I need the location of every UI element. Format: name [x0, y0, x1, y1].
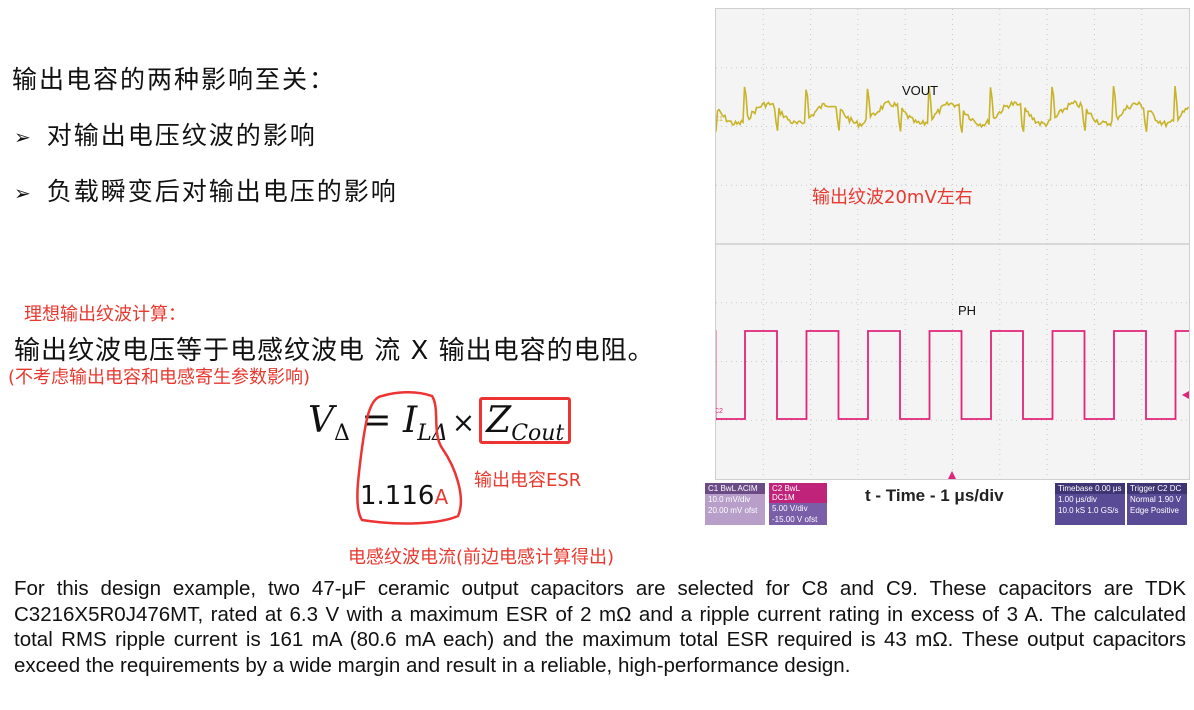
timebase-badge: Timebase 0.00 μs 1.00 μs/div 10.0 kS 1.0…: [1055, 483, 1125, 525]
esr-label: 输出电容ESR: [474, 470, 582, 491]
ph-trace: [682, 330, 1194, 420]
scope-status-bar: C1 BwL ACIM 10.0 mV/div 20.00 mV ofst C2…: [705, 483, 1190, 525]
ripple-statement: 输出纹波电压等于电感纹波电 流 X 输出电容的电阻。: [14, 336, 655, 366]
inductor-current-term: ILΔ: [402, 400, 448, 447]
current-label: 电感纹波电流(前边电感计算得出): [348, 547, 615, 568]
time-division-label: t - Time - 1 μs/div: [865, 486, 1004, 505]
hand-drawn-outline: [356, 391, 463, 525]
arrow-bullet-icon: ➢: [14, 181, 33, 205]
trigger-badge: Trigger C2 DC Normal 1.90 V Edge Positiv…: [1127, 483, 1187, 525]
vout-label: VOUT: [902, 83, 939, 98]
svg-text:C2: C2: [716, 408, 723, 415]
inductor-current-value: 1.116A: [360, 481, 449, 511]
calc-label: 理想输出纹波计算：: [24, 304, 186, 325]
ch2-badge: C2 BwL DC1M 5.00 V/div -15.00 V ofst: [769, 483, 827, 525]
ph-label: PH: [958, 303, 977, 318]
svg-text:C1: C1: [716, 116, 723, 123]
bullet-item: ➢ 对输出电压纹波的影响: [14, 121, 317, 150]
ch1-badge: C1 BwL ACIM 10.0 mV/div 20.00 mV ofst: [705, 483, 765, 525]
oscilloscope-screen: C1 C2 VOUT PH 输出纹波20mV左右: [682, 8, 1194, 480]
parasitic-note: (不考虑输出电容和电感寄生参数影响): [8, 367, 311, 388]
section-title: 输出电容的两种影响至关：: [12, 65, 337, 94]
ripple-note: 输出纹波20mV左右: [812, 187, 973, 208]
vout-trace: [715, 85, 1190, 133]
scope-waveforms: C1 C2: [682, 9, 1194, 479]
capacitor-impedance-box: ZCout: [479, 397, 572, 446]
bullet-item: ➢ 负载瞬变后对输出电压的影响: [14, 177, 398, 206]
arrow-bullet-icon: ➢: [14, 125, 33, 149]
design-paragraph: For this design example, two 47-μF ceram…: [14, 577, 1186, 677]
